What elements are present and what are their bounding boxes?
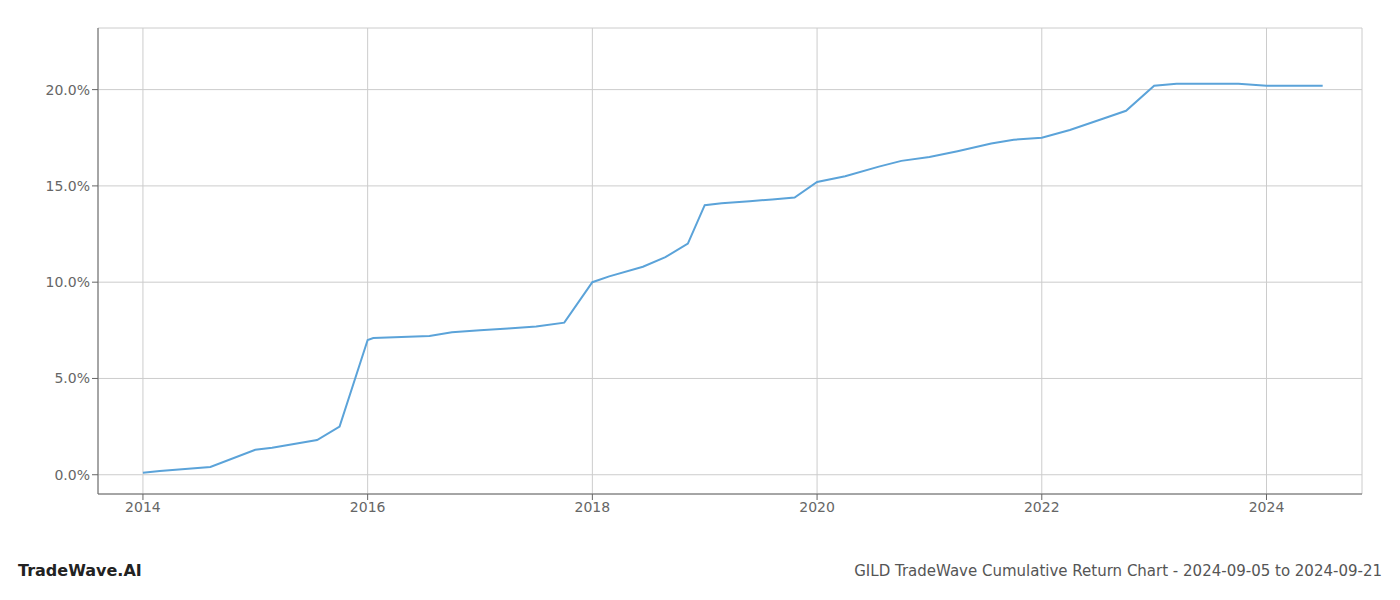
svg-text:2016: 2016 [350, 499, 386, 515]
svg-text:2020: 2020 [799, 499, 835, 515]
svg-text:2022: 2022 [1024, 499, 1060, 515]
html-text:GILD TradeWave Cumulative Retu: GILD TradeWave Cumulative Return Chart -… [854, 562, 1382, 580]
svg-text:20.0%: 20.0% [46, 82, 90, 98]
svg-text:5.0%: 5.0% [54, 370, 90, 386]
html-text:TradeWave.AI: TradeWave.AI [18, 561, 142, 580]
svg-text:10.0%: 10.0% [46, 274, 90, 290]
svg-text:2014: 2014 [125, 499, 161, 515]
svg-text:2018: 2018 [575, 499, 611, 515]
svg-text:0.0%: 0.0% [54, 467, 90, 483]
svg-text:2024: 2024 [1249, 499, 1285, 515]
svg-text:15.0%: 15.0% [46, 178, 90, 194]
